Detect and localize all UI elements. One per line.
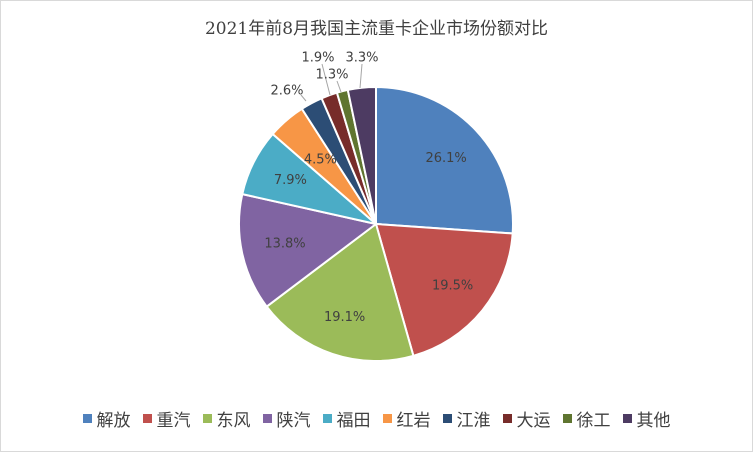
legend-item-解放: 解放 [82, 406, 131, 431]
legend-item-大运: 大运 [502, 406, 551, 431]
legend-label: 徐工 [576, 411, 611, 431]
legend-label: 东风 [216, 411, 251, 431]
data-label-大运: 1.9% [301, 51, 334, 66]
legend-item-红岩: 红岩 [382, 406, 431, 431]
legend-label: 红岩 [396, 411, 431, 431]
leader-lines [300, 63, 363, 102]
pie-slice-解放 [375, 85, 514, 235]
legend-label: 大运 [516, 411, 551, 431]
data-label-福田: 7.9% [274, 173, 307, 188]
data-label-重汽: 19.5% [432, 279, 473, 294]
pie-slice-其他 [346, 85, 377, 225]
data-label-陕汽: 13.8% [264, 236, 305, 251]
legend-label: 解放 [96, 411, 131, 431]
legend-swatch [382, 414, 392, 423]
legend-item-重汽: 重汽 [142, 406, 191, 431]
chart-title: 2021年前8月我国主流重卡企业市场份额对比 [204, 19, 549, 39]
data-label-徐工: 1.3% [315, 68, 348, 83]
chart-legend: 解放 重汽 东风 陕汽 福田 红岩 江淮 大运 徐工 其他 [0, 406, 753, 431]
legend-swatch [82, 414, 92, 423]
legend-swatch [622, 414, 632, 423]
data-label-解放: 26.1% [425, 151, 466, 166]
legend-item-徐工: 徐工 [562, 406, 611, 431]
legend-swatch [502, 414, 512, 423]
legend-item-福田: 福田 [322, 406, 371, 431]
data-label-红岩: 4.5% [304, 152, 337, 167]
legend-swatch [142, 414, 152, 423]
leader-line-其他 [359, 63, 363, 89]
legend-swatch [262, 414, 272, 423]
legend-item-陕汽: 陕汽 [262, 406, 311, 431]
legend-label: 福田 [336, 411, 371, 431]
legend-swatch [202, 414, 212, 423]
legend-label: 其他 [636, 411, 671, 431]
legend-label: 陕汽 [276, 411, 311, 431]
leader-line-徐工 [336, 80, 342, 93]
leader-line-大运 [321, 63, 331, 96]
pie-slices [238, 85, 514, 362]
leader-line-江淮 [300, 94, 307, 102]
data-label-其他: 3.3% [345, 51, 378, 66]
pie-slice-东风 [265, 222, 415, 362]
data-label-东风: 19.1% [324, 310, 365, 325]
legend-item-江淮: 江淮 [442, 406, 491, 431]
pie-slice-重汽 [374, 222, 514, 358]
legend-item-其他: 其他 [622, 406, 671, 431]
legend-swatch [322, 414, 332, 423]
legend-label: 重汽 [156, 411, 191, 431]
legend-swatch [562, 414, 572, 423]
data-label-江淮: 2.6% [270, 84, 303, 99]
legend-label: 江淮 [456, 411, 491, 431]
pie-slice-陕汽 [238, 192, 379, 309]
data-labels: 26.1% 19.5% 19.1% 13.8% 7.9% 4.5% 2.6% 1.9% 1.3%… [264, 51, 473, 326]
legend-swatch [442, 414, 452, 423]
legend-item-东风: 东风 [202, 406, 251, 431]
